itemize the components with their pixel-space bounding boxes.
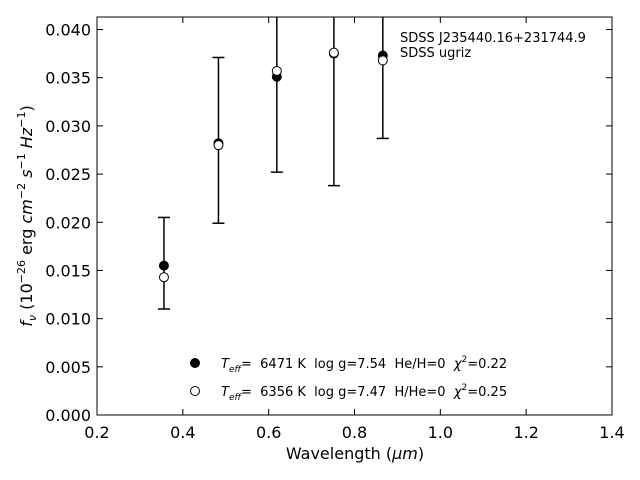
y-axis-label: fν (10−26 erg cm−2 s−1 Hz−1) bbox=[15, 105, 39, 326]
y-tick-label: 0.025 bbox=[45, 165, 91, 184]
point-open bbox=[377, 55, 388, 66]
y-tick-label: 0.040 bbox=[45, 21, 91, 40]
y-tick-label: 0.015 bbox=[45, 261, 91, 280]
plot-frame bbox=[96, 16, 613, 416]
legend-entry-filled: Teff= 6471 K log g=7.54 He/H=0 χ2=0.22 bbox=[221, 355, 507, 375]
x-tick-label: 0.8 bbox=[342, 423, 367, 442]
data-points bbox=[158, 47, 388, 283]
point-open bbox=[158, 272, 169, 283]
x-tick-label: 1.0 bbox=[428, 423, 453, 442]
legend-marker-open bbox=[190, 386, 200, 396]
y-tick-label: 0.010 bbox=[45, 310, 91, 329]
legend-entry-open: Teff= 6356 K log g=7.47 H/He=0 χ2=0.25 bbox=[221, 383, 507, 403]
error-bars bbox=[157, 17, 389, 310]
y-ticks: 0.000 0.005 0.010 0.015 0.020 0.025 0.030 0.035… bbox=[45, 21, 612, 425]
y-tick-label: 0.020 bbox=[45, 213, 91, 232]
x-tick-label: 0.2 bbox=[84, 423, 109, 442]
y-tick-label: 0.030 bbox=[45, 117, 91, 136]
legend-marker-filled bbox=[190, 358, 200, 368]
x-ticks: 0.2 0.4 0.6 0.8 1.0 1.2 1.4 bbox=[84, 17, 625, 442]
x-tick-label: 0.4 bbox=[170, 423, 195, 442]
point-open bbox=[213, 140, 224, 151]
point-filled bbox=[158, 260, 169, 271]
point-open bbox=[271, 65, 282, 76]
annotation-survey: SDSS ugriz bbox=[400, 46, 471, 61]
point-open bbox=[328, 47, 339, 58]
y-tick-label: 0.035 bbox=[45, 69, 91, 88]
x-tick-label: 1.2 bbox=[513, 423, 538, 442]
legend: Teff= 6471 K log g=7.54 He/H=0 χ2=0.22 T… bbox=[190, 355, 507, 403]
x-tick-label: 0.6 bbox=[256, 423, 281, 442]
y-tick-label: 0.000 bbox=[45, 406, 91, 425]
x-axis-label: Wavelength (μm) bbox=[286, 444, 424, 463]
x-tick-label: 1.4 bbox=[599, 423, 624, 442]
annotation-object-name: SDSS J235440.16+231744.9 bbox=[400, 31, 586, 46]
y-tick-label: 0.005 bbox=[45, 358, 91, 377]
